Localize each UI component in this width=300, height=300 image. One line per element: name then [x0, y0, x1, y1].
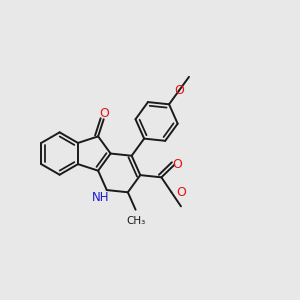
- Text: O: O: [176, 186, 186, 199]
- Text: NH: NH: [92, 191, 110, 204]
- Text: O: O: [174, 84, 184, 97]
- Text: O: O: [99, 107, 109, 120]
- Text: O: O: [172, 158, 182, 171]
- Text: CH₃: CH₃: [126, 216, 145, 226]
